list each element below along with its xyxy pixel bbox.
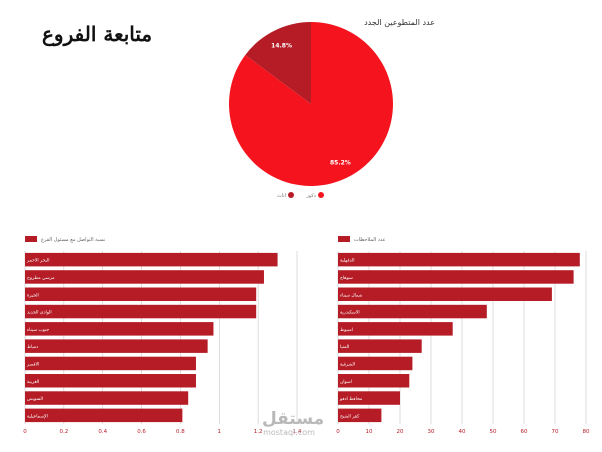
pie-legend-marker xyxy=(318,192,324,198)
bar xyxy=(338,322,453,336)
pie-legend-label: اناث xyxy=(277,193,286,199)
pie-slice xyxy=(245,22,311,104)
x-tick-label: 0 xyxy=(336,429,340,435)
pie-slice-label: 85.2% xyxy=(330,160,351,167)
bar xyxy=(338,408,382,423)
y-category-label: دمياط xyxy=(27,345,38,350)
y-category-label: الجيزة xyxy=(27,293,39,298)
x-tick-label: 30 xyxy=(428,429,435,435)
y-category-label: اسيوط xyxy=(340,328,353,333)
y-category-label: شمال سيناء xyxy=(340,293,363,298)
y-category-label: الاسكندرية xyxy=(340,310,360,316)
pie-chart-title: عدد المتطوعين الجدد xyxy=(364,18,435,27)
x-tick-label: 60 xyxy=(521,429,528,435)
bar-legend-marker-1 xyxy=(25,236,37,242)
pie-slice xyxy=(228,22,393,187)
x-tick-label: 10 xyxy=(366,429,373,435)
y-category-label: الشرقية xyxy=(340,362,355,367)
x-tick-label: 1 xyxy=(218,429,222,435)
y-category-label: اسوان xyxy=(340,380,352,385)
pie-slice-label: 14.8% xyxy=(271,42,292,49)
bar xyxy=(25,391,189,405)
x-tick-label: 0.4 xyxy=(98,429,107,435)
bar xyxy=(338,374,410,388)
x-tick-label: 20 xyxy=(397,429,404,435)
y-category-label: المنيا xyxy=(340,345,349,350)
y-category-label: محافظ ادفو xyxy=(339,397,363,402)
y-category-label: الدقهلية xyxy=(340,259,354,264)
bar xyxy=(338,391,400,405)
bar xyxy=(338,252,580,267)
bar xyxy=(25,304,257,319)
bar xyxy=(25,287,257,301)
pie-legend-label: ذكور xyxy=(305,193,316,199)
y-category-label: الغربية xyxy=(27,380,39,385)
bar-legend-label-2: عدد الملاحظات xyxy=(354,237,386,243)
y-category-label: جنوب سيناء xyxy=(27,328,49,333)
x-tick-label: 0.6 xyxy=(137,429,146,435)
y-category-label: الوادي الجديد xyxy=(27,311,52,316)
bar xyxy=(25,356,196,371)
x-tick-label: 70 xyxy=(552,429,559,435)
bar xyxy=(25,374,196,388)
bar xyxy=(338,270,574,284)
bar xyxy=(25,408,183,423)
pie-legend-marker xyxy=(288,192,294,198)
y-category-label: البحر الاحمر xyxy=(26,259,49,264)
x-tick-label: 50 xyxy=(490,429,497,435)
x-tick-label: 0.8 xyxy=(176,429,185,435)
bar xyxy=(25,252,278,267)
bar xyxy=(338,304,487,319)
y-category-label: مرسي مطروح xyxy=(27,276,55,281)
bar xyxy=(25,270,264,284)
bar xyxy=(25,339,208,353)
y-category-label: السويس xyxy=(27,397,43,402)
x-tick-label: 40 xyxy=(459,429,466,435)
page-title: متابعة الفروع xyxy=(42,22,153,46)
x-tick-label: 0.2 xyxy=(59,429,68,435)
x-tick-label: 1.2 xyxy=(254,429,263,435)
y-category-label: سوهاج xyxy=(340,276,353,281)
y-category-label: كفر الشيخ xyxy=(340,413,360,419)
x-tick-label: 0 xyxy=(23,429,27,435)
x-tick-label: 1.4 xyxy=(293,429,302,435)
bar xyxy=(338,356,413,371)
y-category-label: الاقصر xyxy=(26,362,39,367)
x-tick-label: 80 xyxy=(583,429,590,435)
y-category-label: الإسماعيلية xyxy=(27,414,48,419)
bar-legend-marker-2 xyxy=(338,236,350,242)
bar xyxy=(338,287,552,301)
bar-legend-label-1: نسبة التواصل مع مسئول الفرع xyxy=(41,237,105,243)
bar xyxy=(25,322,214,336)
bar xyxy=(338,339,422,353)
